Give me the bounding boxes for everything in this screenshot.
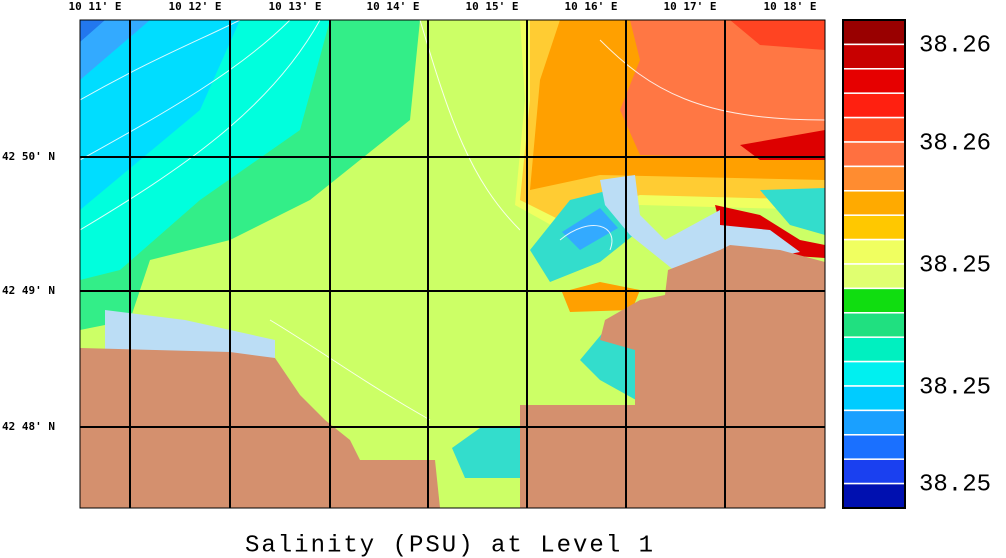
colorbar-swatch: [842, 385, 906, 412]
colorbar-frame: [842, 19, 906, 509]
colorbar-swatch: [842, 360, 906, 387]
longitude-label: 10 12' E: [169, 0, 222, 13]
colorbar-label: 38.25: [919, 471, 991, 498]
colorbar-swatch: [842, 238, 906, 265]
colorbar-swatch: [842, 165, 906, 192]
longitude-label: 10 14' E: [367, 0, 420, 13]
colorbar-swatch: [842, 214, 906, 241]
colorbar-swatch: [842, 68, 906, 94]
colorbar-swatch: [842, 263, 906, 290]
colorbar-label: 38.25: [919, 252, 991, 279]
colorbar-swatch: [842, 43, 906, 70]
salinity-field: [80, 20, 825, 508]
plot-frame: [79, 19, 826, 509]
latitude-label: 42 50' N: [2, 150, 55, 163]
longitude-label: 10 13' E: [269, 0, 322, 13]
map-title: Salinity (PSU) at Level 1: [245, 532, 655, 558]
longitude-label: 10 18' E: [764, 0, 817, 13]
colorbar-label: 38.25: [919, 374, 991, 401]
colorbar-swatch: [842, 287, 906, 314]
colorbar-swatch: [842, 92, 906, 119]
colorbar-label: 38.26: [919, 32, 991, 59]
colorbar-swatch: [842, 458, 906, 485]
colorbar-label: 38.26: [919, 130, 991, 157]
graticule: [80, 20, 825, 508]
colorbar: [842, 19, 906, 509]
latitude-label: 42 48' N: [2, 420, 55, 433]
colorbar-swatch: [842, 336, 906, 363]
colorbar-swatch: [842, 409, 906, 436]
longitude-label: 10 17' E: [664, 0, 717, 13]
colorbar-swatch: [842, 190, 906, 216]
colorbar-swatch: [842, 482, 906, 509]
colorbar-swatch: [842, 312, 906, 338]
longitude-label: 10 11' E: [69, 0, 122, 13]
colorbar-swatch: [842, 434, 906, 460]
colorbar-swatch: [842, 116, 906, 143]
colorbar-swatch: [842, 141, 906, 168]
longitude-label: 10 15' E: [466, 0, 519, 13]
colorbar-swatch: [842, 19, 906, 46]
longitude-label: 10 16' E: [565, 0, 618, 13]
latitude-label: 42 49' N: [2, 284, 55, 297]
